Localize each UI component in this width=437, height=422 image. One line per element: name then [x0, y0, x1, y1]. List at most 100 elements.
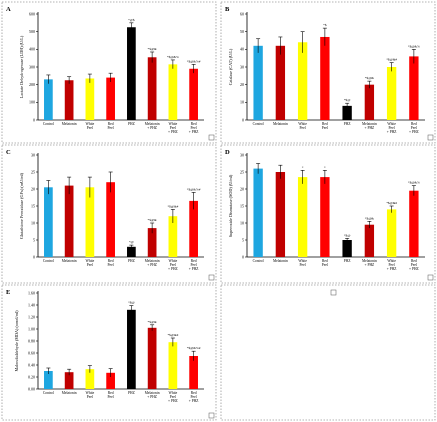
bar-a — [147, 57, 157, 120]
x-tick-label-e: White Peel + PHZ — [168, 391, 178, 403]
y-tick-label-b: 10 — [240, 100, 244, 105]
significance-label-e: *$@&# — [167, 333, 178, 337]
x-tick-label-a: Red Peel + PHZ — [189, 122, 199, 134]
bar-b — [386, 67, 397, 120]
corner-marker-c — [208, 274, 215, 281]
y-tick-label-b: 60 — [240, 11, 244, 16]
panel-frame-a — [1, 1, 217, 144]
x-tick-label-c: Melatonin — [62, 259, 77, 263]
y-tick-label-e: 1.00 — [28, 326, 35, 331]
bar-b — [409, 56, 419, 120]
x-tick-label-b: White Peel + PHZ — [387, 122, 397, 134]
bar-b — [275, 45, 286, 120]
panel-frame-b — [220, 1, 436, 144]
significance-label-b: *$@ — [344, 98, 351, 102]
x-tick-label-d: Control — [253, 259, 264, 263]
y-tick-label-b: 30 — [240, 64, 244, 69]
bar-a — [168, 64, 178, 120]
significance-label-c: *$@&%# — [187, 187, 201, 191]
x-tick-label-a: Red Peel — [108, 122, 114, 130]
bar-e — [106, 372, 115, 389]
y-tick-label-b: 40 — [240, 47, 244, 52]
y-tick-label-e: 0.00 — [28, 386, 35, 391]
bar-d — [409, 190, 419, 257]
significance-label-a: *$@&% — [167, 55, 179, 59]
x-tick-label-c: White Peel — [85, 259, 94, 267]
significance-label-e: *$@ — [128, 301, 135, 305]
significance-label-e: *$@&%# — [187, 346, 201, 350]
x-tick-label-d: PHZ — [344, 259, 351, 263]
x-tick-label-d: White Peel + PHZ — [387, 259, 397, 271]
panel-letter-c: C — [6, 149, 11, 156]
significance-label-c: *$@& — [148, 218, 158, 222]
x-tick-label-a: PHZ — [128, 122, 135, 126]
x-tick-label-a: White Peel — [85, 122, 94, 130]
y-tick-label-a: 300 — [29, 64, 35, 69]
bar-a — [44, 79, 53, 120]
x-tick-label-e: Melatonin + PHZ — [145, 391, 160, 399]
bar-d — [342, 240, 352, 257]
chart-panel-d: D 0 5 10 15 20 25 30 Superoxide Dismutase (SOD) … — [225, 149, 425, 271]
corner-marker-empty — [330, 289, 337, 296]
y-tick-label-c: 30 — [31, 152, 35, 157]
x-tick-label-b: Melatonin — [273, 122, 288, 126]
x-tick-label-d: Melatonin + PHZ — [362, 259, 377, 267]
panel-letter-e: E — [6, 289, 10, 296]
y-tick-label-d: 30 — [240, 152, 244, 157]
corner-marker-e — [208, 412, 215, 419]
bar-e — [64, 372, 74, 389]
y-tick-label-e: 1.20 — [28, 314, 35, 319]
x-tick-label-d: Red Peel — [322, 259, 328, 267]
y-tick-label-c: 0 — [33, 254, 35, 259]
y-axis-label-d: Superoxide Dismutase (SOD) (U/ml) — [228, 174, 233, 237]
x-tick-label-b: Red Peel + PHZ — [409, 122, 419, 134]
significance-label-b: *$ — [323, 23, 327, 27]
y-tick-label-e: 0.60 — [28, 350, 35, 355]
bar-c — [168, 216, 178, 257]
y-axis-label-e: Malondialdehyde (MDA) (nmol/ml) — [14, 310, 19, 372]
y-tick-label-e: 0.80 — [28, 338, 35, 343]
bar-a — [189, 68, 198, 120]
bar-b — [342, 105, 352, 120]
significance-label-d: *$@& — [365, 216, 375, 220]
bar-b — [253, 45, 263, 120]
corner-marker-a — [208, 134, 215, 141]
x-tick-label-a: Melatonin + PHZ — [145, 122, 160, 130]
bar-b — [297, 42, 308, 121]
y-tick-label-d: 25 — [240, 169, 244, 174]
x-tick-label-b: Control — [253, 122, 264, 126]
significance-label-e: *$@& — [148, 320, 158, 324]
bar-d — [364, 224, 375, 257]
x-tick-label-c: Red Peel + PHZ — [189, 259, 199, 271]
y-tick-label-d: 20 — [240, 186, 244, 191]
x-tick-label-a: Control — [43, 122, 54, 126]
x-tick-label-a: White Peel + PHZ — [168, 122, 178, 134]
corner-marker-b — [427, 134, 434, 141]
panel-frame-empty — [220, 284, 436, 421]
significance-label-b: *$@&# — [386, 58, 397, 62]
panel-letter-d: D — [225, 149, 230, 156]
x-tick-label-e: Red Peel — [108, 391, 114, 399]
bar-a — [106, 77, 115, 120]
x-tick-label-c: White Peel + PHZ — [168, 259, 178, 271]
bar-c — [64, 185, 74, 257]
bar-e — [189, 356, 198, 389]
bar-e — [85, 369, 95, 389]
significance-label-a: *@$ — [128, 18, 135, 22]
x-tick-label-b: PHZ — [344, 122, 351, 126]
bar-a — [64, 80, 74, 120]
bar-c — [189, 200, 198, 257]
y-tick-label-a: 200 — [29, 82, 35, 87]
y-tick-label-e: 1.60 — [28, 290, 35, 295]
bar-a — [85, 78, 95, 120]
bar-c — [127, 246, 136, 257]
y-tick-label-a: 0 — [33, 117, 35, 122]
x-tick-label-c: Melatonin + PHZ — [145, 259, 160, 267]
bar-d — [386, 209, 397, 257]
x-tick-label-d: White Peel — [298, 259, 307, 267]
y-tick-label-b: 50 — [240, 29, 244, 34]
bar-b — [364, 84, 375, 120]
chart-panel-a: A 0 100 200 300 400 500 600 Lactate Dehydrogenas… — [6, 6, 204, 134]
chart-panel-c: C 0 5 10 15 20 25 30 Glutathione Peroxidase (GPx… — [6, 149, 204, 271]
